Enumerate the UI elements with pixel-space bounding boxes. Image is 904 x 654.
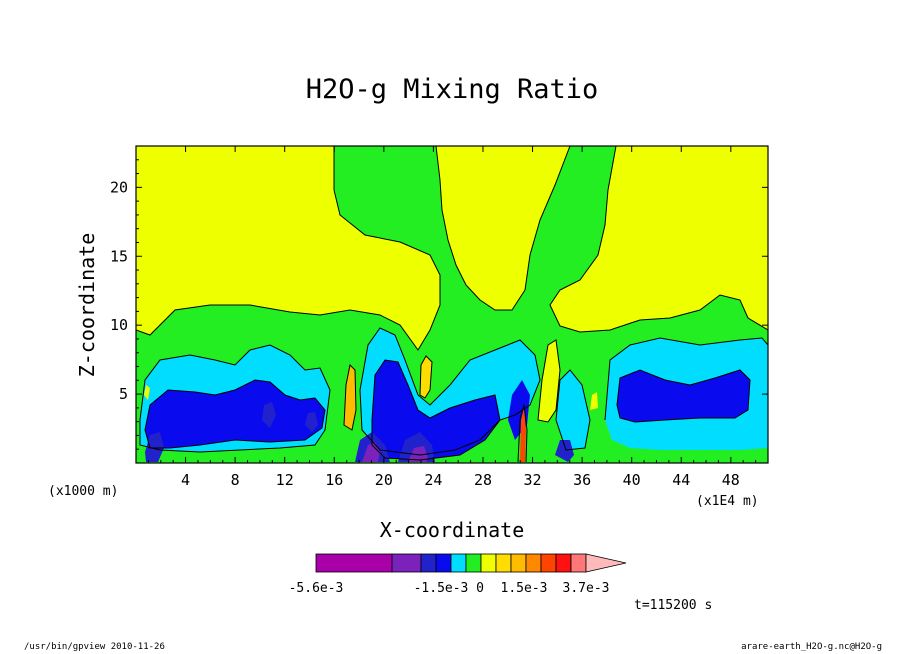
contour-fill-yellow (550, 146, 768, 332)
colorbar-swatch (465, 553, 482, 573)
contour-field (136, 146, 768, 463)
colorbar-swatch (495, 553, 512, 573)
x-units-left: (x1000 m) (48, 484, 118, 499)
contour-fill-yellow (590, 392, 598, 410)
x-tick-label: 16 (325, 471, 343, 489)
colorbar-swatch (525, 553, 542, 573)
x-units-right: (x1E4 m) (696, 494, 759, 509)
contour-fill-darkblue (145, 432, 164, 462)
colorbar-swatch (540, 553, 557, 573)
x-tick-label: 20 (375, 471, 393, 489)
footer-left: /usr/bin/gpview 2010-11-26 (24, 642, 165, 652)
y-tick-label: 20 (110, 178, 128, 196)
colorbar-swatch (570, 553, 587, 573)
x-tick-label: 4 (181, 471, 190, 489)
contour-fill-purple (362, 442, 380, 462)
contour-fill-red (520, 408, 526, 462)
y-tick-label: 10 (110, 316, 128, 334)
contour-fill-yellow (538, 340, 560, 422)
x-tick-label: 24 (424, 471, 442, 489)
colorbar-swatch (315, 553, 393, 573)
x-tick-label: 36 (573, 471, 591, 489)
y-tick-label: 15 (110, 247, 128, 265)
contour-fill-yellow (144, 385, 150, 400)
colorbar-swatch (435, 553, 452, 573)
colorbar-swatch (510, 553, 527, 573)
footer-right: arare-earth_H2O-g.nc@H2O-g (741, 642, 882, 652)
contour-fill-yellow (436, 146, 570, 310)
y-axis-ticks: 5 10 15 20 (110, 159, 768, 450)
contour-fill-darkblue (262, 402, 276, 428)
colorbar-label: 1.5e-3 (501, 581, 548, 596)
colorbar-label: 3.7e-3 (563, 581, 610, 596)
contour-fill-blue (145, 380, 325, 448)
contour-fill-blue (617, 370, 750, 422)
colorbar-swatch (480, 553, 497, 573)
x-tick-label: 40 (623, 471, 641, 489)
x-tick-label: 32 (524, 471, 542, 489)
x-tick-label: 44 (672, 471, 690, 489)
colorbar-arrow (585, 553, 627, 573)
contour-lines (136, 146, 768, 463)
contour-fill-darkblue (305, 412, 318, 432)
contour-fill-yellow (136, 146, 440, 350)
contour-fill-blue (372, 360, 500, 460)
colorbar-swatch (420, 553, 437, 573)
contour-fill-darkblue (555, 440, 574, 462)
chart-title: H2O-g Mixing Ratio (305, 74, 599, 105)
colorbar-label: 0 (476, 581, 484, 596)
x-tick-label: 48 (722, 471, 740, 489)
x-axis-label: X-coordinate (380, 518, 525, 542)
x-tick-label: 8 (231, 471, 240, 489)
x-axis-ticks: 4 8 12 16 20 24 28 32 36 40 44 48 (147, 146, 757, 489)
plot-frame (135, 145, 769, 464)
colorbar-swatch (555, 553, 572, 573)
y-tick-label: 5 (119, 385, 128, 403)
colorbar-label: -5.6e-3 (289, 581, 344, 596)
colorbar-swatch (391, 553, 422, 573)
y-axis-label: Z-coordinate (75, 233, 99, 378)
time-label: t=115200 s (634, 598, 712, 613)
colorbar: -5.6e-3 -1.5e-3 0 1.5e-3 3.7e-3 (289, 553, 627, 596)
colorbar-label: -1.5e-3 (414, 581, 469, 596)
colorbar-swatch (450, 553, 467, 573)
contour-fill-cyan (556, 370, 590, 450)
contour-fill-orange (420, 356, 432, 398)
contour-fill-purple (408, 446, 428, 462)
x-tick-label: 28 (474, 471, 492, 489)
x-tick-label: 12 (276, 471, 294, 489)
